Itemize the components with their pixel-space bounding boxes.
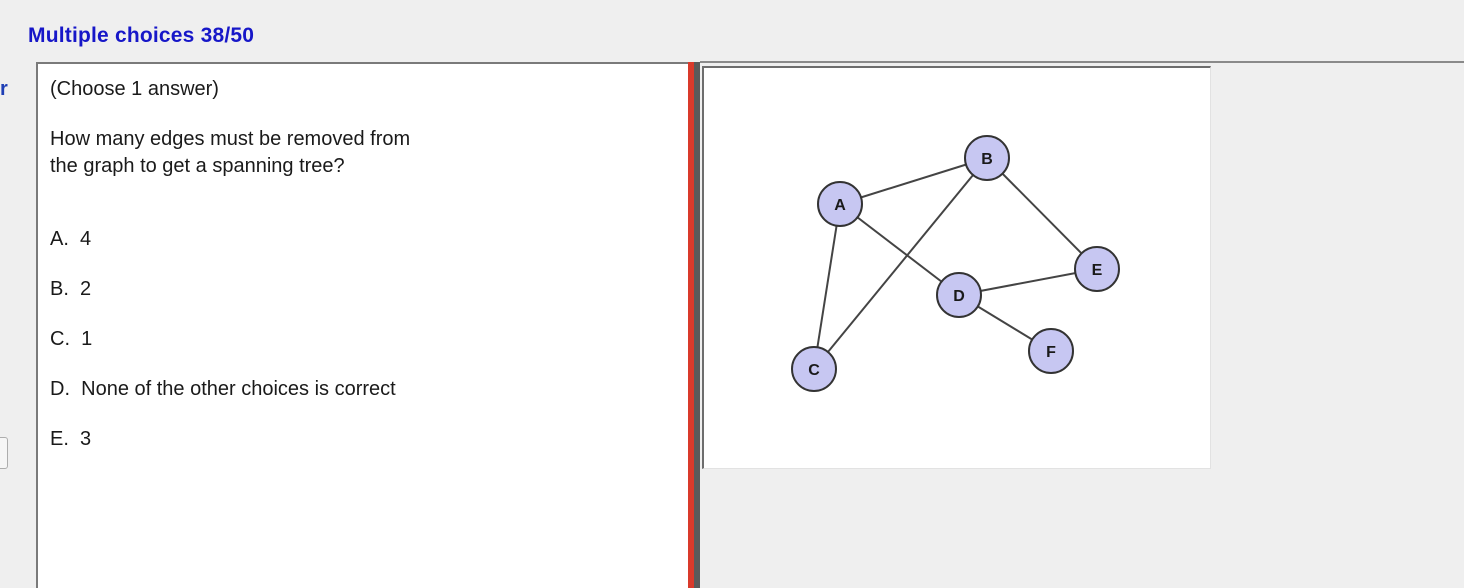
graph-edge-AB: [839, 157, 988, 205]
choice-text: 2: [80, 278, 92, 300]
graph-edge-BE: [986, 157, 1098, 270]
question-body: (Choose 1 answer) How many edges must be…: [50, 76, 410, 476]
choice-text: None of the other choices is correct: [81, 378, 396, 400]
clipped-left-label: r: [0, 78, 8, 100]
choice-b[interactable]: B. 2: [50, 276, 410, 326]
question-prompt-line-1: How many edges must be removed from: [50, 128, 411, 150]
choice-letter: D.: [50, 378, 70, 400]
graph-edge-AD: [839, 203, 960, 296]
graph-edge-DE: [958, 268, 1098, 296]
graph-node-B: B: [964, 135, 1010, 181]
graph-node-label: B: [981, 151, 993, 168]
choice-c[interactable]: C. 1: [50, 326, 410, 376]
graph-edge-BC: [813, 157, 988, 370]
graph-node-A: A: [817, 181, 863, 227]
choice-letter: C.: [50, 328, 70, 350]
graph-node-label: F: [1046, 344, 1056, 361]
choice-text: 1: [81, 328, 93, 350]
top-divider-line: [700, 61, 1464, 63]
choice-text: 3: [80, 428, 92, 450]
question-counter-title: Multiple choices 38/50: [28, 24, 255, 47]
graph-node-F: F: [1028, 328, 1074, 374]
graph-node-label: D: [953, 288, 965, 305]
choice-letter: A.: [50, 228, 69, 250]
graph-node-label: A: [834, 197, 846, 214]
graph-diagram: A B C D E F: [791, 135, 1120, 392]
choice-e[interactable]: E. 3: [50, 426, 410, 476]
question-image-panel: A B C D E F: [702, 66, 1211, 469]
graph-node-C: C: [791, 346, 837, 392]
answer-instruction: (Choose 1 answer): [50, 78, 219, 100]
choice-letter: B.: [50, 278, 69, 300]
choice-letter: E.: [50, 428, 69, 450]
choice-d[interactable]: D. None of the other choices is correct: [50, 376, 410, 426]
panel-splitter-shadow: [694, 62, 700, 588]
graph-node-D: D: [936, 272, 982, 318]
graph-node-E: E: [1074, 246, 1120, 292]
question-prompt: How many edges must be removed from the …: [50, 126, 410, 180]
question-panel: (Choose 1 answer) How many edges must be…: [36, 62, 689, 588]
graph-edge-AC: [813, 203, 841, 370]
choice-a[interactable]: A. 4: [50, 226, 410, 276]
clipped-left-button[interactable]: [0, 437, 8, 469]
graph-node-label: C: [808, 362, 820, 379]
choice-text: 4: [80, 228, 92, 250]
question-prompt-line-2: the graph to get a spanning tree?: [50, 155, 345, 177]
panel-splitter[interactable]: [688, 62, 694, 588]
graph-node-label: E: [1092, 262, 1103, 279]
